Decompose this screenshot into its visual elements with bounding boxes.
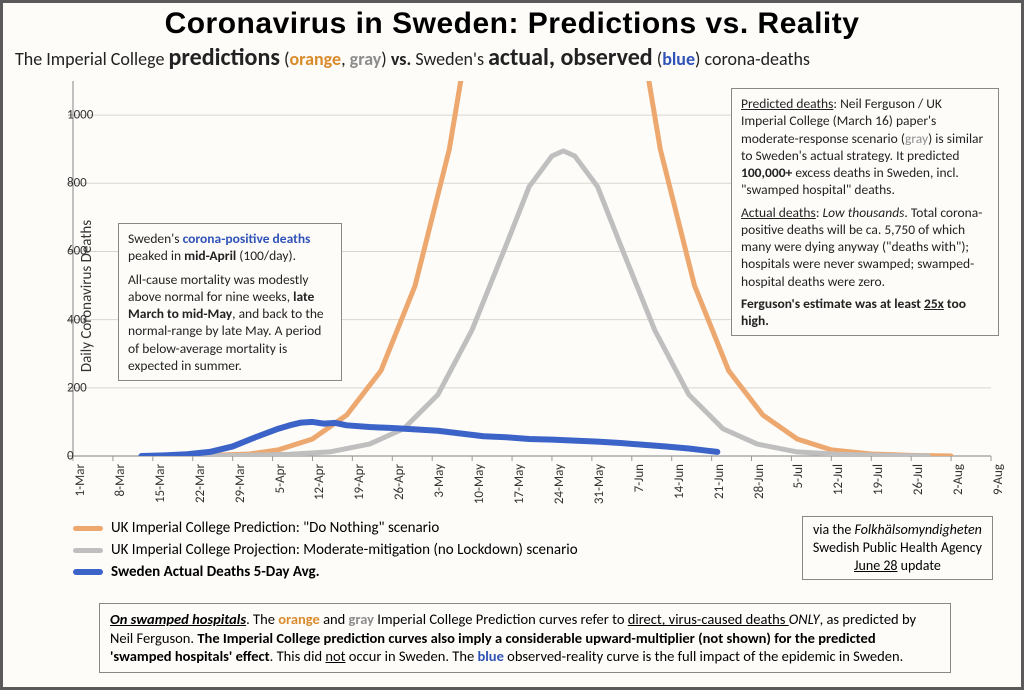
subtitle-text: ( [653, 48, 663, 70]
source-box: via the Folkhälsomyndigheten Swedish Pub… [802, 516, 993, 580]
subtitle-vs: vs. [391, 48, 411, 70]
txt: Imperial College Prediction curves refer… [374, 610, 628, 628]
txt: mid-April [184, 247, 236, 264]
annotation-right: Predicted deaths: Neil Ferguson / UK Imp… [731, 88, 999, 336]
txt: gray [349, 610, 374, 628]
txt: update [898, 557, 941, 574]
legend-item-blue: Sweden Actual Deaths 5-Day Avg. [73, 562, 578, 584]
subtitle-text: Sweden's [411, 48, 488, 70]
subtitle-text: The Imperial College [15, 48, 168, 70]
txt: Swedish Public Health Agency [813, 539, 982, 556]
txt: June 28 [854, 557, 898, 574]
txt: not [325, 647, 345, 665]
subtitle-text: ) corona-deaths [695, 48, 810, 70]
subtitle-text: , [341, 48, 350, 70]
legend-swatch [73, 569, 103, 575]
txt: ONLY [789, 610, 820, 628]
legend-label: Sweden Actual Deaths 5-Day Avg. [111, 562, 320, 584]
txt: All-cause mortality was modestly above n… [128, 271, 309, 305]
legend-item-orange: UK Imperial College Prediction: "Do Noth… [73, 518, 578, 540]
legend-swatch [73, 548, 103, 553]
txt: via the [813, 521, 855, 538]
txt: gray [905, 130, 928, 147]
txt: occur in Sweden. The [346, 647, 478, 665]
subtitle-predictions: predictions [168, 43, 279, 72]
chart-frame: Coronavirus in Sweden: Predictions vs. R… [0, 0, 1024, 690]
subtitle-gray: gray [350, 48, 382, 70]
txt: Predicted deaths [741, 95, 833, 112]
legend: UK Imperial College Prediction: "Do Noth… [73, 518, 578, 583]
txt: 100,000+ [741, 164, 792, 181]
txt: Low thousands [822, 204, 904, 221]
chart-title: Coronavirus in Sweden: Predictions vs. R… [3, 7, 1021, 41]
chart-subtitle: The Imperial College predictions ( orange… [15, 43, 1011, 72]
subtitle-blue: blue [662, 48, 695, 70]
footer-box: On swamped hospitals. The orange and gra… [99, 603, 951, 673]
legend-label: UK Imperial College Prediction: "Do Noth… [111, 518, 439, 540]
subtitle-text: ) [381, 48, 391, 70]
y-axis-label: Daily Coronavirus Deaths [78, 220, 96, 372]
txt: corona-positive deaths [183, 230, 311, 247]
legend-swatch [73, 526, 103, 531]
txt: observed-reality curve is the full impac… [504, 647, 903, 665]
txt: and [320, 610, 349, 628]
legend-label: UK Imperial College Projection: Moderate… [111, 540, 578, 562]
txt: Ferguson's estimate was at least [741, 295, 924, 312]
subtitle-orange: orange [289, 48, 341, 70]
txt: orange [278, 610, 320, 628]
annotation-left: Sweden's corona-positive deaths peaked i… [118, 223, 342, 381]
subtitle-actual: actual, observed [488, 43, 653, 72]
txt: On swamped hospitals [110, 610, 246, 628]
txt: Sweden's [128, 230, 183, 247]
legend-item-gray: UK Imperial College Projection: Moderate… [73, 540, 578, 562]
txt: . This did [270, 647, 326, 665]
txt: blue [477, 647, 503, 665]
txt: direct, virus-caused deaths [628, 610, 789, 628]
txt: 25x [924, 295, 944, 312]
txt: peaked in [128, 247, 184, 264]
txt: (100/day). [236, 247, 296, 264]
txt: . The [246, 610, 278, 628]
txt: Actual deaths [741, 204, 816, 221]
txt: Folkhälsomyndigheten [855, 521, 982, 538]
